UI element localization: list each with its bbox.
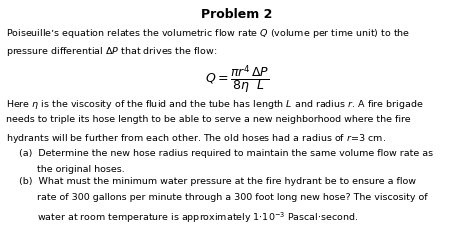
Text: needs to triple its hose length to be able to serve a new neighborhood where the: needs to triple its hose length to be ab…: [6, 115, 411, 124]
Text: hydrants will be further from each other. The old hoses had a radius of $r\!=\!3: hydrants will be further from each other…: [6, 132, 386, 145]
Text: rate of 300 gallons per minute through a 300 foot long new hose? The viscosity o: rate of 300 gallons per minute through a…: [19, 194, 428, 202]
Text: pressure differential $\Delta P$ that drives the flow:: pressure differential $\Delta P$ that dr…: [6, 45, 217, 58]
Text: water at room temperature is approximately $1{\cdot}10^{-3}$ Pascal$\cdot$second: water at room temperature is approximate…: [19, 210, 358, 225]
Text: $Q = \dfrac{\pi r^4}{8\eta} \dfrac{\Delta P}{L}$: $Q = \dfrac{\pi r^4}{8\eta} \dfrac{\Delt…: [205, 63, 269, 95]
Text: the original hoses.: the original hoses.: [19, 165, 125, 174]
Text: (b)  What must the minimum water pressure at the fire hydrant be to ensure a flo: (b) What must the minimum water pressure…: [19, 177, 416, 186]
Text: Here $\eta$ is the viscosity of the fluid and the tube has length $L$ and radius: Here $\eta$ is the viscosity of the flui…: [6, 98, 424, 111]
Text: Problem 2: Problem 2: [201, 8, 273, 21]
Text: Poiseuille’s equation relates the volumetric flow rate $Q$ (volume per time unit: Poiseuille’s equation relates the volume…: [6, 27, 410, 40]
Text: (a)  Determine the new hose radius required to maintain the same volume flow rat: (a) Determine the new hose radius requir…: [19, 148, 433, 157]
